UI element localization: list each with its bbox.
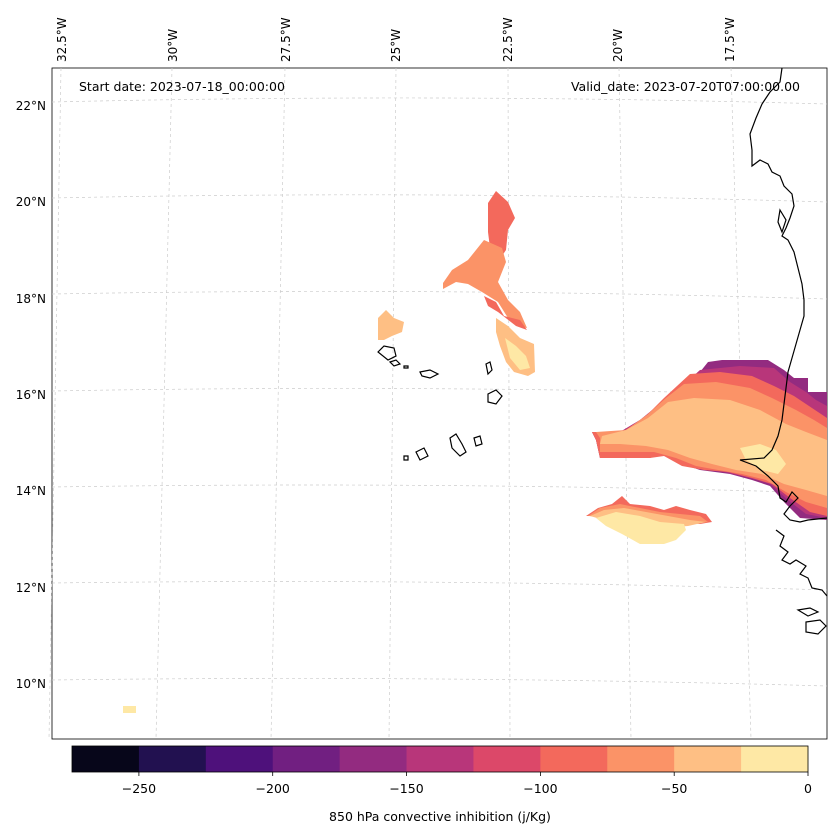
colorbar-swatch (138, 746, 207, 772)
coastlines (377, 67, 828, 635)
colorbar-swatch (272, 746, 341, 772)
sal-island (485, 361, 493, 376)
contour-north-plume (488, 191, 515, 262)
longitude-labels: 32.5°W 30°W 27.5°W 25°W 22.5°W 20°W 17.5… (55, 17, 737, 62)
santo-antao-island (377, 345, 397, 361)
colorbar-tick-label: −200 (256, 781, 290, 796)
colorbar-tick-label: −50 (661, 781, 687, 796)
contour-north-body (443, 240, 527, 328)
contour-north-tail-inner (505, 338, 530, 370)
lat-label: 10°N (16, 677, 46, 691)
colorbar-swatch (540, 746, 608, 772)
lon-label: 17.5°W (723, 17, 737, 62)
colorbar-swatch (339, 746, 408, 772)
colorbar-tick-label: −250 (122, 781, 156, 796)
colorbar-swatch (473, 746, 541, 772)
colorbar: −250 −200 −150 −100 −50 0 850 hPa convec… (71, 745, 812, 824)
colorbar-tick-label: −150 (389, 781, 423, 796)
colorbar-swatch (674, 746, 742, 772)
coast-inlet (777, 208, 787, 234)
longitude-gridlines (48, 67, 752, 740)
colorbar-swatch (741, 746, 809, 772)
valid-date-label: Valid_date: 2023-07-20T07:00:00.00 (571, 79, 800, 94)
lon-label: 27.5°W (279, 17, 293, 62)
contour-north-red-strip (484, 296, 527, 330)
cin-contours (123, 191, 827, 713)
colorbar-swatch (406, 746, 474, 772)
lat-label: 16°N (16, 388, 46, 402)
colorbar-tick-label: 0 (804, 781, 812, 796)
santiago-island (449, 433, 467, 457)
lat-label: 12°N (16, 581, 46, 595)
lon-label: 25°W (389, 29, 403, 62)
contour-east-yellow (740, 444, 786, 474)
lon-label: 30°W (166, 29, 180, 62)
latitude-gridlines (51, 97, 828, 687)
colorbar-swatch (72, 746, 140, 772)
maio-island (473, 435, 483, 447)
colorbar-swatch (205, 746, 274, 772)
brava-island (403, 455, 409, 461)
boa-vista-island (487, 389, 503, 405)
colorbar-tick-label: −100 (523, 781, 557, 796)
contour-cape-verde-patch (378, 310, 404, 340)
colorbar-swatch (607, 746, 675, 772)
sao-nicolau-island (419, 369, 440, 379)
contour-southwest-speck (123, 706, 136, 713)
fogo-island (415, 447, 429, 461)
lon-label: 32.5°W (55, 17, 69, 62)
colorbar-swatches (72, 746, 809, 772)
santa-luzia-island (403, 365, 409, 369)
colorbar-ticks (138, 772, 809, 776)
lat-label: 14°N (16, 484, 46, 498)
lat-label: 18°N (16, 292, 46, 306)
african-coast (739, 67, 828, 523)
latitude-labels: 22°N 20°N 18°N 16°N 14°N 12°N 10°N (16, 99, 46, 691)
guinea-bissau-coast (775, 529, 828, 635)
lon-label: 22.5°W (501, 17, 515, 62)
start-date-label: Start date: 2023-07-18_00:00:00 (79, 79, 285, 94)
lat-label: 20°N (16, 195, 46, 209)
sao-vicente-island (388, 359, 402, 367)
contour-south-yellow (596, 512, 686, 544)
colorbar-title: 850 hPa convective inhibition (j/Kg) (329, 809, 551, 824)
lon-label: 20°W (611, 29, 625, 62)
lat-label: 22°N (16, 99, 46, 113)
colorbar-frame (71, 745, 809, 773)
